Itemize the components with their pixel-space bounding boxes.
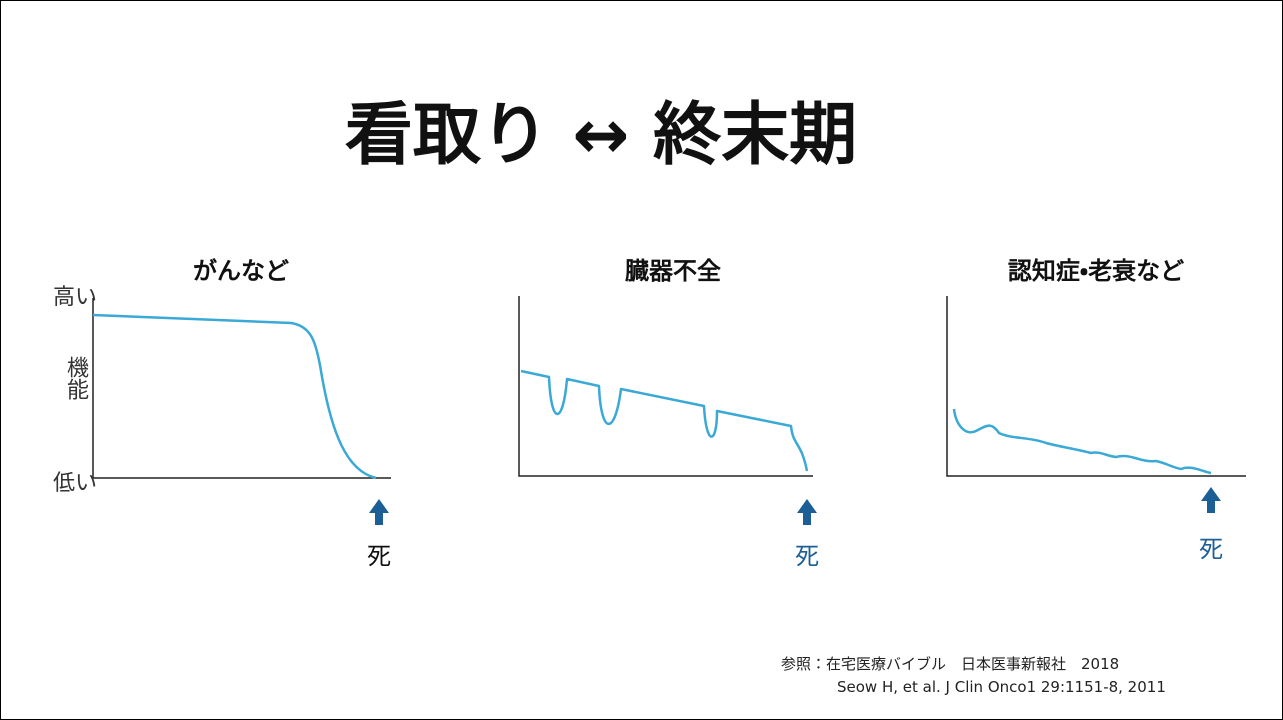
- curve: [92, 313, 377, 480]
- curve: [520, 369, 809, 472]
- reference: 参照：在宅医療バイブル 日本医事新報社 2018: [781, 655, 1120, 673]
- death-label: 死: [1199, 535, 1223, 563]
- death-arrow: [369, 499, 389, 525]
- panel-title: 認知症・老衰など: [1007, 257, 1185, 285]
- axis-label: 機能: [63, 356, 88, 400]
- panel-title: がんなど: [193, 257, 289, 285]
- axis-low: 低い: [53, 471, 98, 496]
- reference: Seow H, et al. J Clin Onco1 29:1151-8, 2…: [837, 678, 1166, 696]
- axes: [92, 298, 391, 479]
- slide-title: 看取り ↔ 終末期: [344, 96, 858, 175]
- axes: [518, 296, 813, 477]
- axes: [946, 296, 1246, 477]
- axis-high: 高い: [53, 285, 98, 310]
- curve: [952, 408, 1212, 475]
- death-arrow: [797, 499, 817, 525]
- panel-title: 臓器不全: [625, 257, 721, 285]
- death-label: 死: [367, 542, 391, 570]
- death-label: 死: [795, 542, 819, 570]
- death-arrow: [1201, 487, 1221, 513]
